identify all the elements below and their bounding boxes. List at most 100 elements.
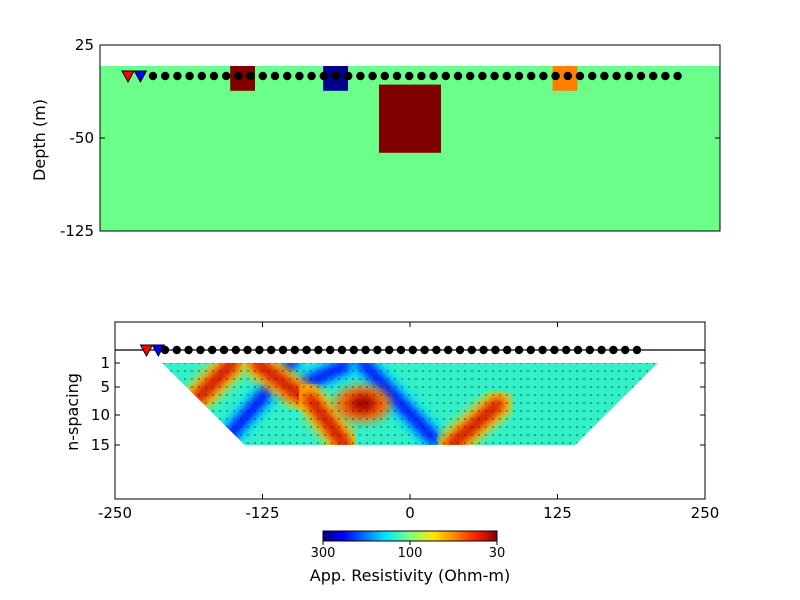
colorbar-tick-label: 300 (311, 546, 336, 561)
model-receiver-electrode (392, 71, 402, 81)
model-receiver-electrode (356, 71, 365, 81)
pseudosection-receiver-electrode (467, 345, 476, 355)
model-receiver-electrode (283, 71, 292, 81)
pseudosection-receiver-electrode (514, 345, 524, 355)
pseudosection-receiver-electrode (326, 345, 335, 355)
pseudosection-source-electrode-A (139, 344, 154, 358)
pseudosection-receiver-electrode (208, 345, 217, 355)
model-y-tick-label: -125 (60, 222, 94, 240)
pseudosection-x-tick-label: 250 (691, 504, 720, 522)
pseudosection-receiver-electrode (408, 345, 417, 355)
pseudosection-image (162, 363, 658, 445)
model-block-3 (379, 84, 441, 153)
pseudosection-y-tick-label: 5 (100, 378, 110, 396)
model-receiver-electrode (209, 71, 219, 81)
model-receiver-electrode (246, 71, 255, 81)
colorbar-tick-label: 100 (398, 546, 423, 561)
model-y-ticks: 25 -50 -125 (60, 36, 720, 240)
model-receiver-electrode (417, 71, 426, 81)
pseudosection-receiver-electrode (184, 345, 193, 355)
model-receiver-electrode (270, 71, 280, 81)
model-receiver-electrode (502, 71, 511, 81)
model-source-electrode-A (121, 70, 135, 84)
model-receiver-electrode (466, 71, 475, 81)
pseudosection-receiver-electrode (349, 345, 358, 355)
model-receiver-electrode (490, 71, 499, 81)
pseudosection-y-tick-label: 1 (100, 354, 110, 372)
model-blocks (230, 66, 578, 153)
model-receiver-electrode (197, 71, 206, 81)
model-y-tick-label: 25 (75, 36, 94, 54)
pseudosection-receiver-electrode (172, 345, 181, 355)
pseudosection-receiver-electrode (231, 345, 240, 355)
pseudosection-receiver-electrode (385, 345, 394, 355)
pseudosection-receiver-electrode (420, 345, 429, 355)
model-receiver-electrode (258, 71, 267, 81)
colorbar-gradient (322, 530, 498, 542)
model-receiver-electrode (612, 71, 621, 81)
model-receiver-electrode (649, 71, 658, 81)
model-receiver-electrode (429, 71, 438, 81)
colorbar-label: App. Resistivity (Ohm-m) (310, 566, 510, 585)
pseudosection-receiver-electrode (597, 345, 606, 355)
pseudosection-x-tick-label: -125 (245, 504, 279, 522)
model-panel: 25 -50 -125 Depth (m) (30, 36, 721, 240)
pseudosection-receiver-electrode (585, 345, 594, 355)
colorbar-ticks: 300 100 30 (311, 541, 506, 561)
pseudosection-receiver-electrode (267, 345, 276, 355)
pseudosection-y-tick-label: 10 (91, 406, 110, 424)
pseudosection-x-tick-label: 0 (405, 504, 415, 522)
pseudosection-receiver-electrode (302, 345, 311, 355)
model-receiver-electrode (344, 71, 353, 81)
model-receiver-electrode (514, 71, 524, 81)
model-receiver-electrode (551, 71, 560, 81)
pseudosection-receiver-electrode (196, 345, 205, 355)
model-receiver-electrode (636, 71, 646, 81)
pseudosection-receiver-electrode (632, 345, 642, 355)
model-receiver-electrode (624, 71, 633, 81)
pseudosection-x-tick-label: -250 (98, 504, 132, 522)
colorbar-tick-label: 30 (489, 546, 506, 561)
model-receiver-electrode (405, 71, 414, 81)
model-receiver-electrode (307, 71, 316, 81)
model-receiver-electrode (368, 71, 377, 81)
pseudosection-electrodes (139, 344, 642, 358)
model-receiver-electrode (441, 71, 450, 81)
pseudosection-receiver-electrode (503, 345, 512, 355)
pseudosection-receiver-electrode (314, 345, 323, 355)
model-receiver-electrode (673, 71, 682, 81)
pseudosection-receiver-electrode (444, 345, 453, 355)
pseudosection-receiver-electrode (160, 345, 170, 355)
pseudosection-receiver-electrode (491, 345, 500, 355)
pseudosection-receiver-electrode (479, 345, 488, 355)
pseudosection-receiver-electrode (373, 345, 382, 355)
model-source-electrode-B (133, 70, 148, 84)
model-receiver-electrode (380, 71, 389, 81)
pseudosection-receiver-electrode (550, 345, 559, 355)
pseudosection-x-ticks: -250 -125 0 125 250 (98, 322, 719, 522)
model-receiver-electrode (295, 71, 304, 81)
model-y-axis-label: Depth (m) (30, 99, 49, 181)
pseudosection-receiver-electrode (621, 345, 630, 355)
pseudosection-receiver-electrode (396, 345, 406, 355)
pseudosection-y-axis-label: n-spacing (63, 373, 82, 451)
pseudosection-receiver-electrode (290, 345, 299, 355)
model-y-tick-label: -50 (70, 129, 95, 147)
pseudosection-data-points (162, 363, 658, 445)
pseudosection-receiver-electrode (573, 345, 583, 355)
model-receiver-electrode (319, 71, 328, 81)
colorbar: 300 100 30 App. Resistivity (Ohm-m) (310, 530, 510, 585)
model-receiver-electrode (563, 71, 572, 81)
model-receiver-electrode (173, 71, 182, 81)
model-receiver-electrode (148, 71, 158, 81)
pseudosection-x-tick-label: 125 (543, 504, 572, 522)
pseudosection-receiver-electrode (243, 345, 252, 355)
pseudosection-receiver-electrode (219, 345, 229, 355)
pseudosection-receiver-electrode (538, 345, 547, 355)
pseudosection-receiver-electrode (278, 345, 288, 355)
model-receiver-electrode (453, 71, 463, 81)
pseudosection-receiver-electrode (255, 345, 264, 355)
